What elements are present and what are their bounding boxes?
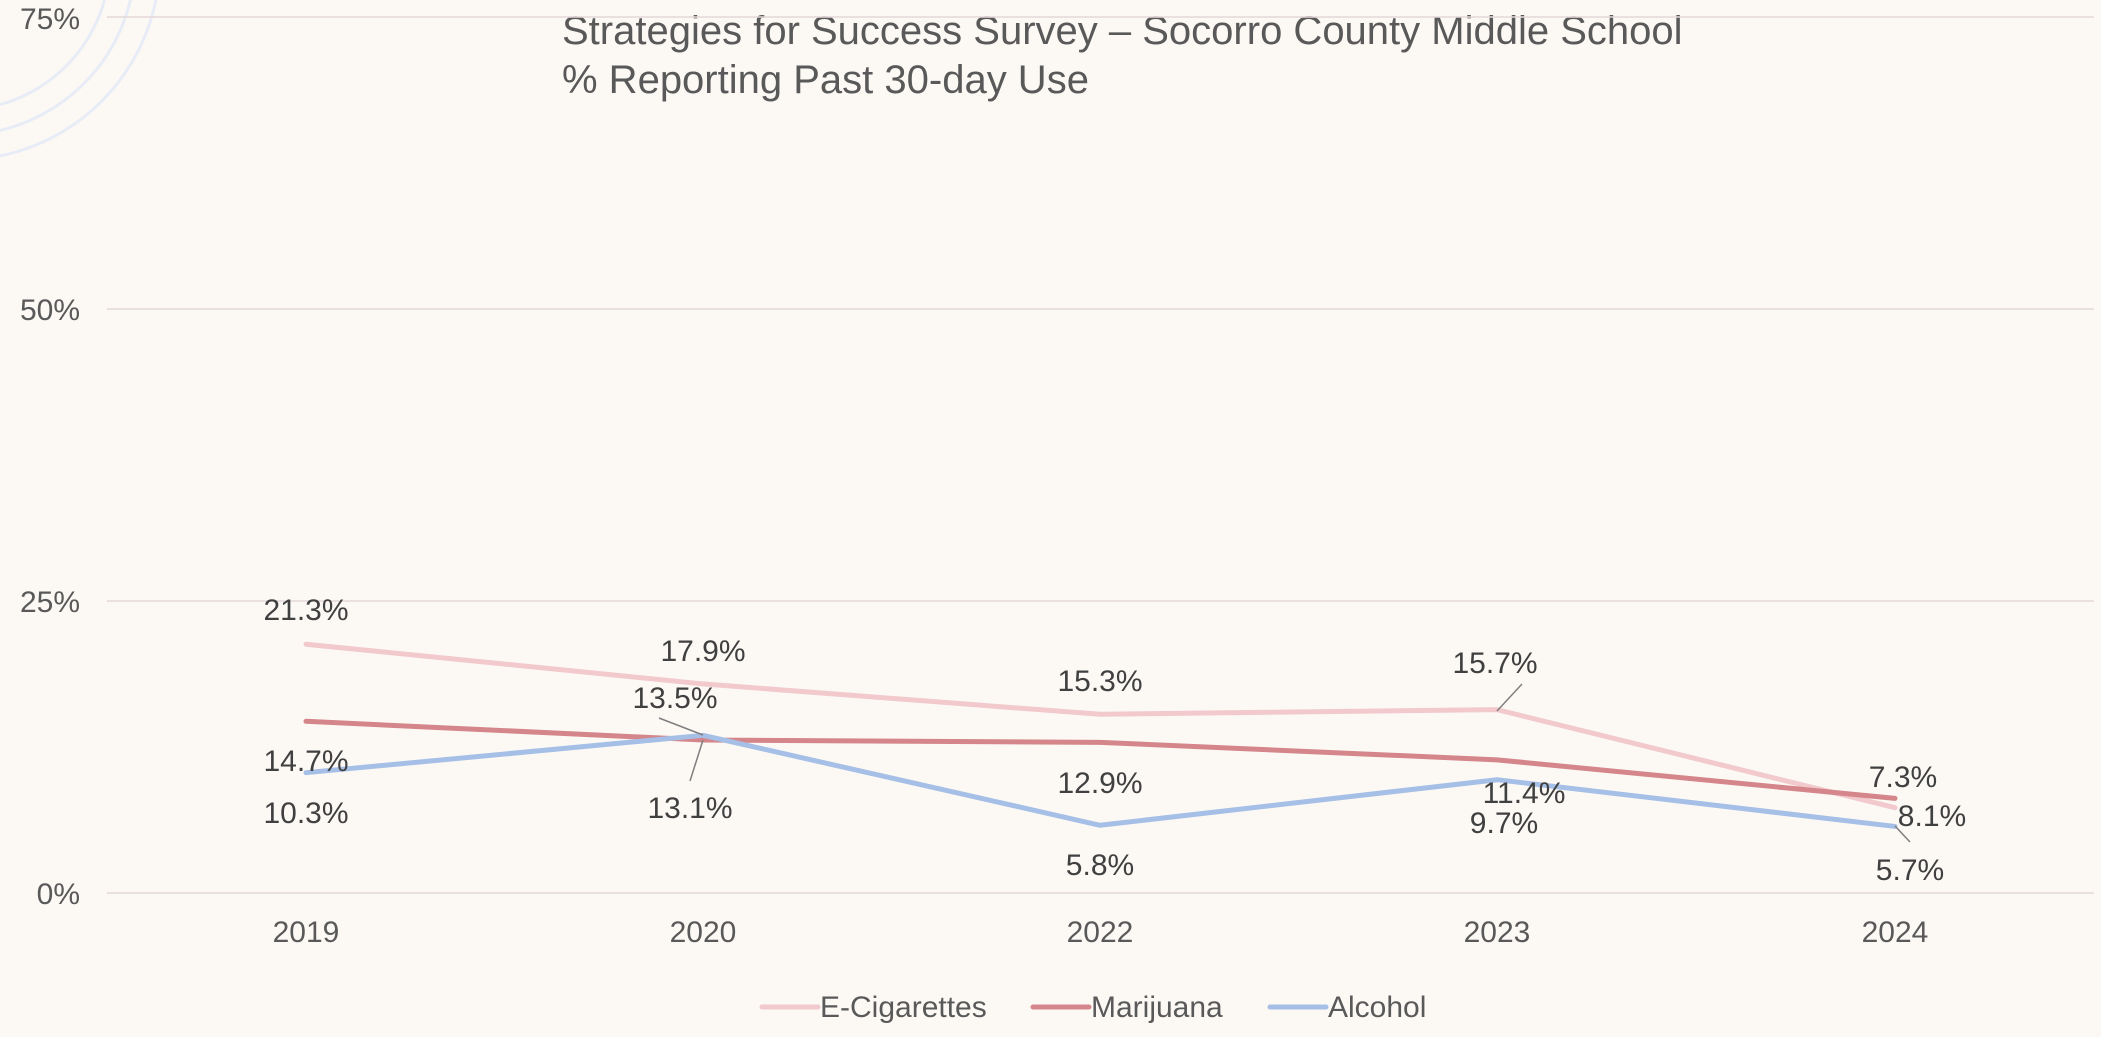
leader-line — [1496, 683, 1523, 712]
legend-entry-label: E-Cigarettes — [820, 991, 987, 1024]
data-label: 14.7% — [263, 745, 348, 778]
data-label: 17.9% — [660, 635, 745, 668]
data-labels: 21.3% 17.9% 15.3% 15.7% 7.3% 14.7% 13.1% 12.9% 1… — [263, 594, 1966, 887]
y-tick-label: 25% — [20, 586, 80, 619]
data-label: 10.3% — [263, 797, 348, 830]
legend-entry-label: Alcohol — [1328, 991, 1426, 1024]
chart-title-line-1: Strategies for Success Survey – Socorro … — [562, 9, 1683, 53]
series-lines — [303, 641, 1898, 829]
data-label: 13.5% — [632, 682, 717, 715]
data-label: 5.7% — [1876, 854, 1944, 887]
data-label: 13.1% — [647, 792, 732, 825]
chart-title-line-2: % Reporting Past 30-day Use — [562, 58, 1089, 102]
data-label: 8.1% — [1898, 800, 1966, 833]
chart-title: Strategies for Success Survey – Socorro … — [562, 9, 1683, 102]
series-line-alcohol — [303, 732, 1898, 829]
data-label: 5.8% — [1066, 849, 1134, 882]
y-axis-ticks: 0% 25% 50% 75% — [20, 3, 80, 911]
label-leader-lines — [658, 683, 1911, 843]
x-tick-label: 2022 — [1067, 916, 1134, 949]
leader-line — [658, 717, 704, 736]
x-tick-label: 2023 — [1464, 916, 1531, 949]
leader-line — [1894, 825, 1911, 843]
series-line-e-cigarettes — [303, 641, 1898, 811]
x-tick-label: 2019 — [273, 916, 340, 949]
data-label: 15.3% — [1057, 665, 1142, 698]
data-label: 7.3% — [1869, 761, 1937, 794]
gridlines — [107, 16, 2094, 894]
x-tick-label: 2020 — [670, 916, 737, 949]
legend-entry-label: Marijuana — [1091, 991, 1223, 1024]
data-label: 9.7% — [1470, 807, 1538, 840]
y-tick-label: 0% — [37, 878, 80, 911]
data-label: 12.9% — [1057, 767, 1142, 800]
series-line-marijuana — [303, 718, 1898, 801]
data-label: 21.3% — [263, 594, 348, 627]
leader-line — [689, 739, 704, 782]
data-label: 11.4% — [1483, 777, 1566, 810]
legend: E-Cigarettes Marijuana Alcohol — [759, 991, 1426, 1024]
x-axis-ticks: 2019 2020 2022 2023 2024 — [273, 916, 1929, 949]
data-label: 15.7% — [1452, 647, 1537, 680]
y-tick-label: 75% — [20, 3, 80, 36]
y-tick-label: 50% — [20, 294, 80, 327]
x-tick-label: 2024 — [1862, 916, 1929, 949]
